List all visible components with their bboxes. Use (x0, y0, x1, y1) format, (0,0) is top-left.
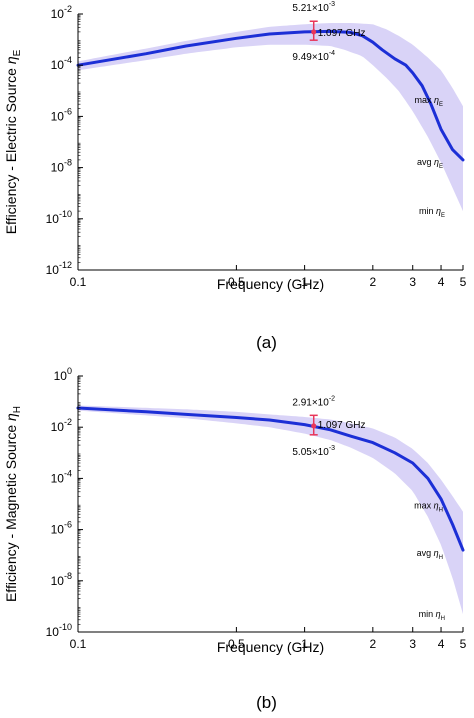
x-tick-label: 1 (301, 275, 308, 289)
marker-point (311, 29, 317, 35)
x-tick-label: 5 (460, 275, 467, 289)
y-tick-label: 10-10 (46, 209, 72, 226)
y-tick-label: 10-10 (46, 622, 72, 639)
x-tick-label: 0.1 (70, 637, 87, 651)
y-tick-label: 10-2 (51, 417, 72, 434)
series-label-max: max ηE (414, 95, 443, 108)
y-tick-label: 10-8 (51, 571, 72, 588)
error-low-label: 5.05×10-3 (292, 445, 335, 458)
x-axis-label: Frequency (GHz) (217, 639, 324, 655)
y-tick-label: 10-2 (51, 4, 72, 21)
series-label-avg: avg ηE (417, 157, 443, 170)
x-tick-label: 2 (369, 275, 376, 289)
y-tick-label: 10-4 (51, 55, 72, 72)
series-label-max: max ηH (414, 501, 443, 514)
y-tick-label: 10-8 (51, 158, 72, 175)
y-axis-label: Efficiency - Electric Source ηE (3, 49, 23, 234)
x-axis-label: Frequency (GHz) (217, 276, 324, 292)
x-tick-label: 0.5 (228, 275, 245, 289)
x-tick-label: 3 (409, 275, 416, 289)
series-label-min: min ηE (419, 206, 445, 219)
panel-caption: (b) (256, 693, 277, 712)
avg-series-line (76, 29, 465, 162)
min-max-band (78, 23, 463, 212)
x-tick-label: 5 (460, 637, 467, 651)
y-axis-label: Efficiency - Magnetic Source ηH (3, 406, 23, 602)
series-label-avg: avg ηH (417, 548, 443, 561)
x-tick-label: 1 (301, 637, 308, 651)
chart-panel: 0.1 0.5 1 2 3 4 5 10-12 10-10 10-8 10-6 10-4 10-2 Fre… (3, 1, 467, 352)
min-max-band (78, 405, 463, 615)
panel-caption: (a) (256, 333, 277, 352)
y-tick-label: 10-12 (46, 260, 72, 277)
error-high-label: 2.91×10-2 (292, 395, 335, 408)
y-tick-label: 100 (54, 366, 72, 383)
marker-frequency-label: 1.097 GHz (318, 28, 366, 39)
y-tick-label: 10-4 (51, 468, 72, 485)
error-low-label: 9.49×10-4 (292, 50, 335, 63)
marker-point (311, 423, 317, 429)
avg-series-line (76, 406, 465, 552)
error-high-label: 5.21×10-3 (292, 1, 335, 14)
marker-frequency-label: 1.097 GHz (318, 420, 366, 431)
series-label-min: min ηH (419, 609, 445, 622)
y-tick-label: 10-6 (51, 520, 72, 537)
x-tick-label: 4 (438, 275, 445, 289)
x-tick-label: 0.1 (70, 275, 87, 289)
chart-panel: 0.1 0.5 1 2 3 4 5 10-10 10-8 10-6 10-4 10-2 100 Frequ… (3, 366, 467, 712)
x-tick-label: 3 (409, 637, 416, 651)
x-tick-label: 2 (369, 637, 376, 651)
x-tick-label: 4 (438, 637, 445, 651)
y-tick-label: 10-6 (51, 106, 72, 123)
x-tick-label: 0.5 (228, 637, 245, 651)
